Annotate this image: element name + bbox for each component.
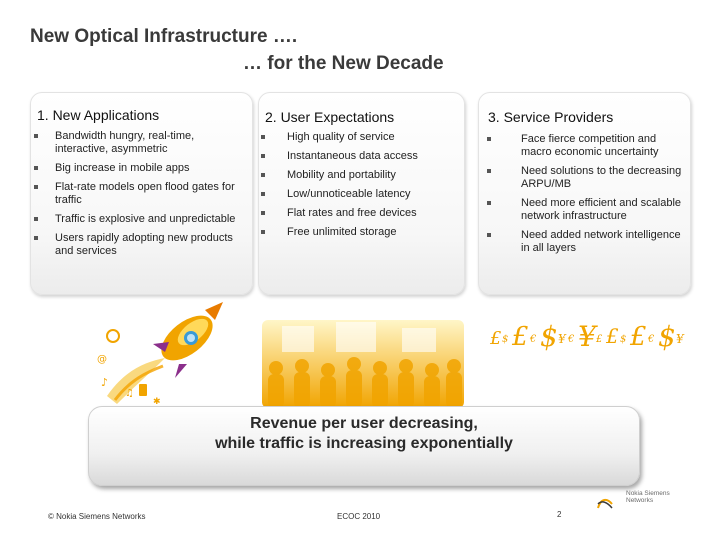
list-item: Users rapidly adopting new products and … — [31, 232, 246, 258]
column-new-applications: 1. New Applications Bandwidth hungry, re… — [30, 92, 253, 295]
list-item: Traffic is explosive and unpredictable — [31, 213, 246, 226]
nokia-siemens-logo-icon — [597, 498, 613, 509]
list-item: High quality of service — [257, 131, 458, 144]
list-item: Mobility and portability — [257, 169, 458, 182]
list-item: Need more efficient and scalable network… — [479, 197, 684, 223]
list-item: Instantaneous data access — [257, 150, 458, 163]
list-item: Need solutions to the decreasing ARPU/MB — [479, 165, 684, 191]
svg-text:@: @ — [97, 354, 107, 365]
rocket-illustration: ♪ ♫ @ ✱ — [97, 302, 223, 407]
svg-text:♫: ♫ — [125, 388, 134, 399]
bullet-list: High quality of service Instantaneous da… — [257, 131, 458, 245]
logo-wordmark: Nokia Siemens Networks — [626, 490, 670, 504]
list-item: Need added network intelligence in all l… — [479, 229, 684, 255]
list-item: Low/unnoticeable latency — [257, 188, 458, 201]
banner-line2: while traffic is increasing exponentiall… — [215, 435, 513, 452]
list-item: Flat-rate models open flood gates for tr… — [31, 181, 246, 207]
page-number: 2 — [557, 510, 562, 519]
svg-text:✱: ✱ — [153, 397, 161, 407]
svg-text:♪: ♪ — [101, 376, 108, 389]
revenue-banner: Revenue per user decreasing, while traff… — [88, 406, 640, 486]
list-item: Bandwidth hungry, real-time, interactive… — [31, 130, 246, 156]
list-item: Face fierce competition and macro econom… — [479, 133, 684, 159]
list-item: Big increase in mobile apps — [31, 162, 246, 175]
list-item: Flat rates and free devices — [257, 207, 458, 220]
slide-title-line1: New Optical Infrastructure …. — [30, 26, 298, 47]
bullet-list: Bandwidth hungry, real-time, interactive… — [31, 130, 246, 264]
footer-event: ECOC 2010 — [337, 512, 381, 521]
footer-copyright: © Nokia Siemens Networks — [48, 512, 146, 521]
column-user-expectations: 2. User Expectations High quality of ser… — [258, 92, 465, 295]
column-heading: 1. New Applications — [37, 107, 160, 123]
slide-title-line2: … for the New Decade — [243, 53, 444, 74]
list-item: Free unlimited storage — [257, 226, 458, 239]
currency-symbols-illustration: £ $ £ € $ ¥ € ¥ £ £ $ £ € $ ¥ — [490, 320, 684, 353]
column-service-providers: 3. Service Providers Face fierce competi… — [478, 92, 691, 295]
crowd-illustration — [262, 320, 464, 408]
column-heading: 3. Service Providers — [488, 109, 614, 125]
banner-line1: Revenue per user decreasing, — [250, 415, 478, 432]
bullet-list: Face fierce competition and macro econom… — [479, 133, 684, 261]
column-heading: 2. User Expectations — [265, 109, 395, 125]
